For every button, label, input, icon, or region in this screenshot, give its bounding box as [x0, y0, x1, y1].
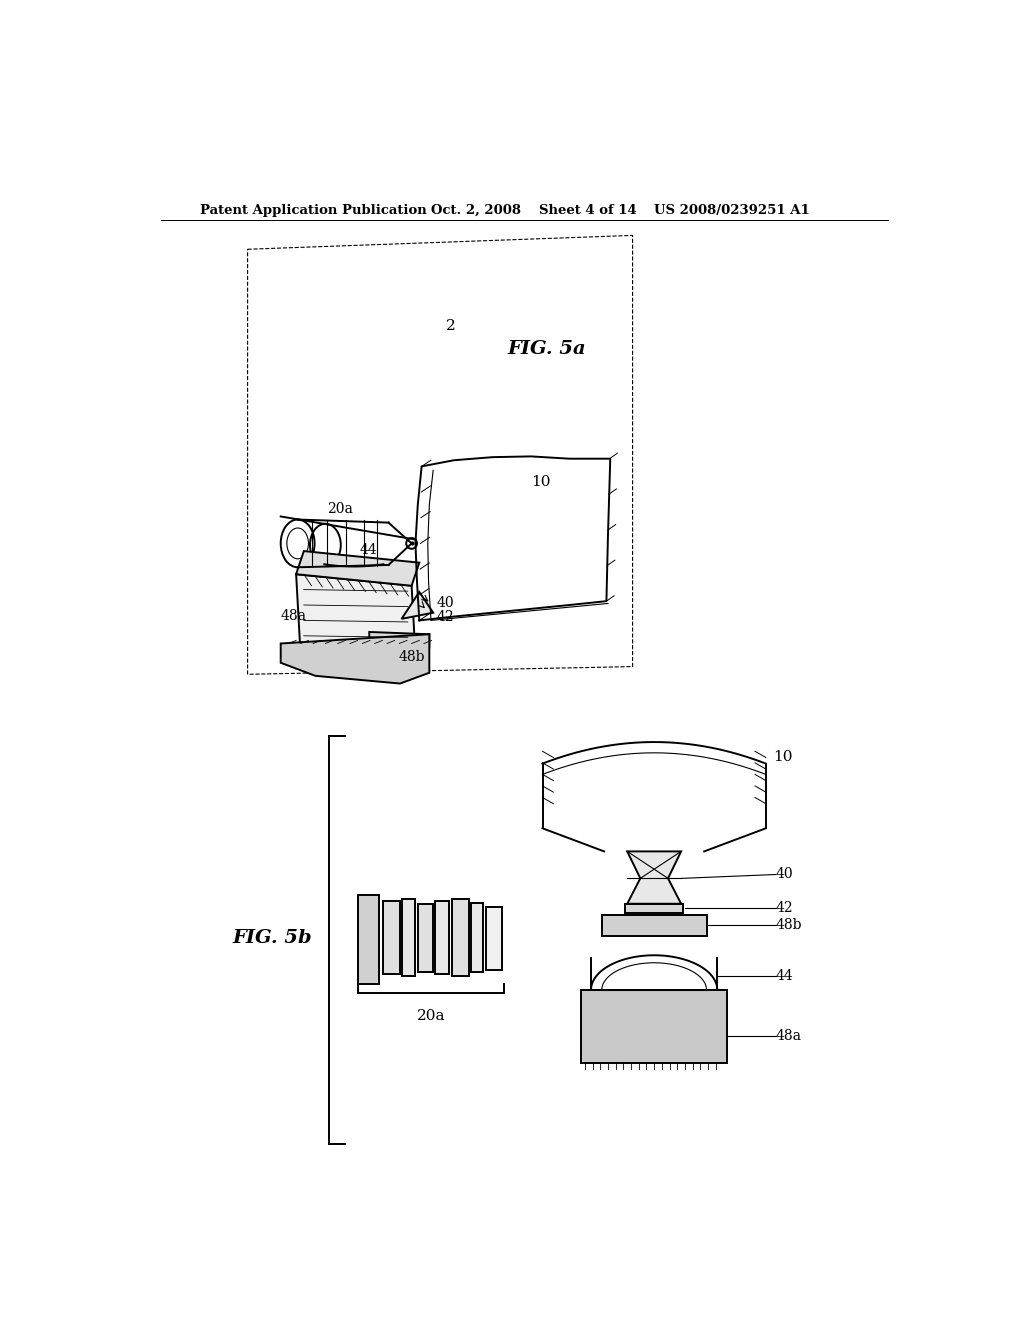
Bar: [435, 900, 450, 974]
Bar: [486, 907, 502, 970]
Polygon shape: [401, 591, 433, 619]
Bar: [357, 895, 379, 983]
Text: 44: 44: [776, 969, 794, 983]
Text: 48b: 48b: [776, 919, 803, 932]
Polygon shape: [296, 552, 419, 586]
Circle shape: [407, 539, 417, 549]
Text: 48b: 48b: [398, 651, 425, 664]
Text: FIG. 5a: FIG. 5a: [508, 341, 587, 358]
Polygon shape: [628, 851, 681, 904]
Text: 48a: 48a: [281, 609, 307, 623]
Polygon shape: [281, 635, 429, 684]
Text: 40: 40: [776, 867, 794, 882]
Bar: [418, 904, 433, 972]
Text: 2: 2: [446, 319, 456, 333]
Bar: [471, 903, 483, 973]
Text: 42: 42: [436, 610, 454, 623]
Text: 20a: 20a: [417, 1010, 445, 1023]
Bar: [401, 899, 416, 977]
Text: 48a: 48a: [776, 1030, 802, 1043]
Text: 10: 10: [531, 475, 551, 488]
Text: FIG. 5b: FIG. 5b: [232, 929, 312, 946]
Bar: [581, 990, 727, 1063]
Text: 40: 40: [436, 597, 454, 610]
Text: Patent Application Publication: Patent Application Publication: [200, 205, 427, 218]
Text: US 2008/0239251 A1: US 2008/0239251 A1: [654, 205, 810, 218]
Bar: [602, 915, 707, 936]
Text: 20a: 20a: [327, 502, 353, 516]
Polygon shape: [296, 574, 416, 655]
Bar: [625, 904, 683, 913]
Text: 42: 42: [776, 902, 794, 915]
Text: 10: 10: [773, 751, 793, 764]
Bar: [452, 899, 469, 977]
Bar: [383, 900, 400, 974]
Polygon shape: [370, 632, 429, 647]
Text: Sheet 4 of 14: Sheet 4 of 14: [539, 205, 636, 218]
Text: 44: 44: [360, 543, 378, 557]
Text: Oct. 2, 2008: Oct. 2, 2008: [431, 205, 521, 218]
